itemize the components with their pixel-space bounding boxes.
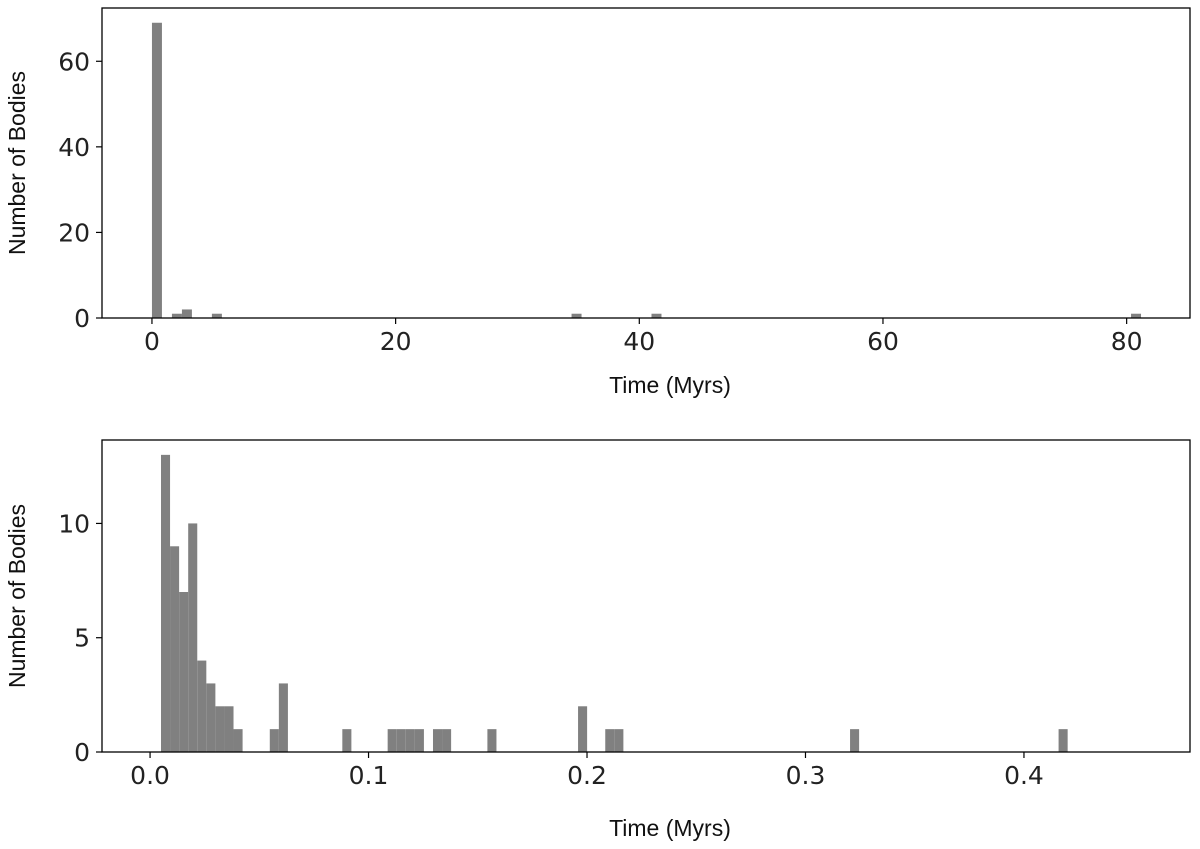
- x-tick-label: 60: [867, 327, 899, 356]
- x-tick-label: 0.2: [567, 761, 607, 790]
- bar: [396, 729, 406, 752]
- bar: [405, 729, 415, 752]
- x-axis-label: Time (Myrs): [609, 372, 731, 398]
- bar: [578, 706, 588, 752]
- bar: [414, 729, 424, 752]
- bar: [181, 309, 192, 318]
- x-tick-label: 40: [623, 327, 655, 356]
- bar: [170, 546, 180, 752]
- bar: [442, 729, 452, 752]
- bar: [850, 729, 860, 752]
- y-tick-label: 0: [74, 738, 90, 767]
- bar: [197, 660, 207, 752]
- y-axis-label: Number of Bodies: [4, 504, 30, 688]
- bar: [651, 313, 662, 318]
- bar: [614, 729, 624, 752]
- bar: [605, 729, 615, 752]
- bar: [1058, 729, 1068, 752]
- bar: [160, 454, 171, 752]
- bar: [151, 22, 162, 319]
- plot-frame: [101, 439, 1191, 753]
- bar: [342, 729, 352, 752]
- bar: [487, 729, 497, 752]
- x-tick-label: 0.3: [786, 761, 826, 790]
- y-tick-label: 40: [58, 133, 90, 162]
- y-tick-label: 60: [58, 47, 90, 76]
- bar: [171, 313, 182, 318]
- bar: [206, 683, 216, 752]
- bar: [211, 313, 222, 318]
- y-axis-label: Number of Bodies: [4, 71, 30, 255]
- y-tick-label: 0: [74, 304, 90, 333]
- bar: [387, 729, 397, 752]
- x-axis-label: Time (Myrs): [609, 815, 731, 841]
- bar: [179, 592, 189, 752]
- bar: [432, 729, 443, 752]
- x-tick-label: 0.4: [1004, 761, 1044, 790]
- bar: [188, 523, 198, 752]
- x-tick-label: 20: [380, 327, 412, 356]
- bar: [233, 729, 243, 752]
- x-tick-label: 0.0: [130, 761, 170, 790]
- bar: [571, 313, 582, 318]
- y-tick-label: 10: [58, 509, 90, 538]
- bar: [215, 706, 225, 752]
- bar: [269, 729, 279, 752]
- x-tick-label: 0.1: [349, 761, 389, 790]
- x-tick-label: 80: [1111, 327, 1143, 356]
- plot-frame: [101, 7, 1191, 319]
- bar: [1131, 313, 1142, 318]
- y-tick-label: 20: [58, 218, 90, 247]
- bar: [278, 683, 288, 752]
- x-tick-label: 0: [144, 327, 160, 356]
- y-tick-label: 5: [74, 624, 90, 653]
- bar: [224, 706, 234, 752]
